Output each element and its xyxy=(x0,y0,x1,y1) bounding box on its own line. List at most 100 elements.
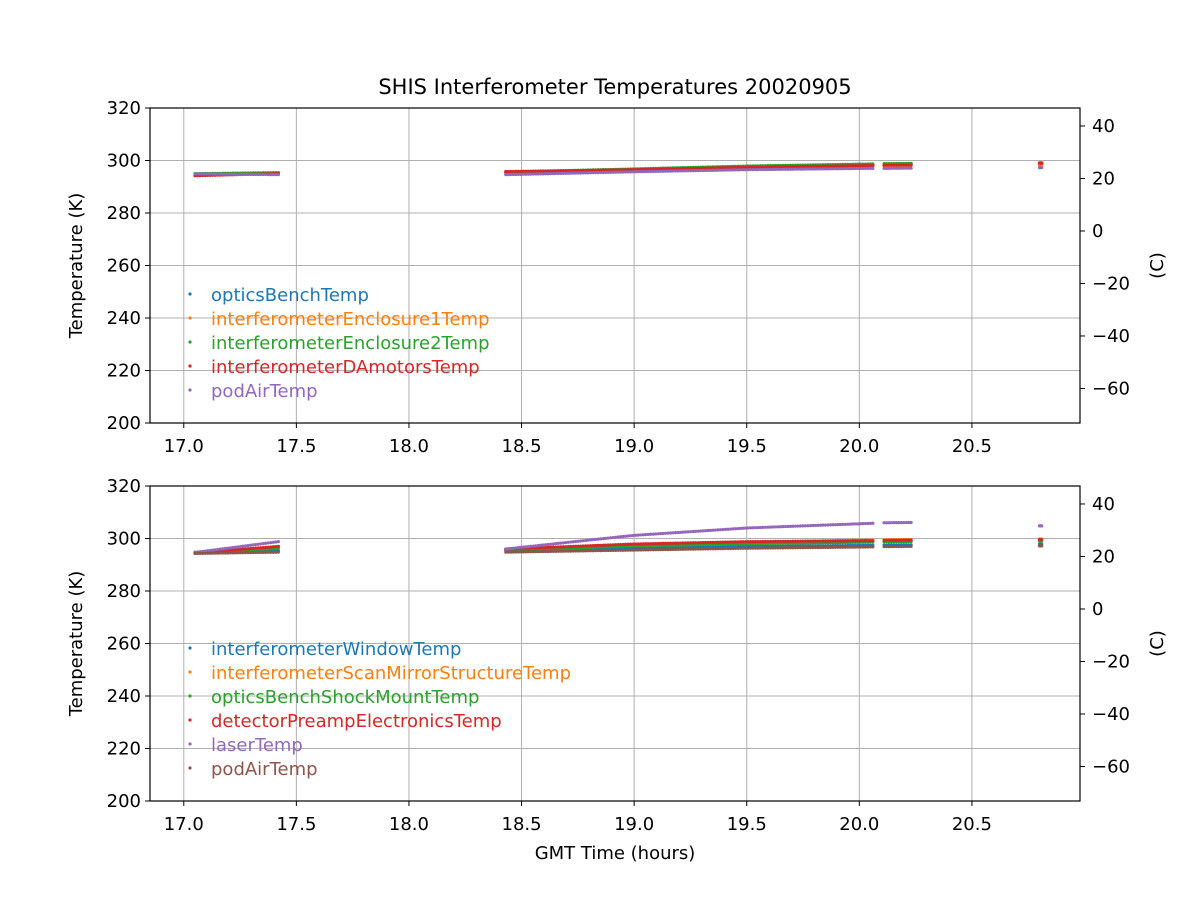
data-point xyxy=(228,546,232,550)
data-point xyxy=(743,526,748,530)
data-point xyxy=(776,539,780,543)
data-point xyxy=(806,539,810,543)
data-point xyxy=(656,169,660,173)
data-point xyxy=(636,533,640,537)
data-point xyxy=(851,166,855,171)
data-point xyxy=(624,548,628,552)
data-point xyxy=(907,163,911,167)
y-right-tick-label: −60 xyxy=(1092,378,1130,399)
data-point xyxy=(731,527,735,531)
data-point xyxy=(579,168,583,173)
data-point xyxy=(871,545,875,549)
data-point xyxy=(556,549,560,553)
data-point xyxy=(636,542,640,546)
data-point xyxy=(887,166,891,170)
data-point xyxy=(544,169,548,173)
data-point xyxy=(836,522,840,527)
data-point xyxy=(721,168,725,172)
data-point xyxy=(711,540,715,544)
data-point xyxy=(683,169,688,173)
data-point xyxy=(544,543,548,547)
data-point xyxy=(666,169,670,173)
data-point xyxy=(826,539,830,543)
data-point xyxy=(243,172,248,176)
data-point xyxy=(761,167,765,172)
data-point xyxy=(693,541,698,545)
data-point xyxy=(894,166,898,170)
data-point xyxy=(659,548,663,552)
data-point xyxy=(773,546,778,550)
data-point xyxy=(606,168,610,172)
data-point xyxy=(846,167,850,171)
data-point xyxy=(711,528,715,532)
legend-marker xyxy=(188,388,192,392)
data-point xyxy=(853,545,857,549)
data-point xyxy=(713,166,718,170)
y-tick-label: 200 xyxy=(107,413,141,434)
data-point xyxy=(768,525,773,529)
data-point xyxy=(511,169,515,174)
data-point xyxy=(614,535,618,539)
data-point xyxy=(539,549,543,554)
data-point xyxy=(609,170,613,174)
data-point xyxy=(246,543,250,548)
data-point xyxy=(579,171,583,175)
data-point xyxy=(649,532,653,536)
data-point xyxy=(636,170,640,174)
data-point xyxy=(776,167,780,171)
data-point xyxy=(909,538,913,542)
top-panel: 17.0 17.5 18.0 18.5 19.0 19.5 20.0 20.520022024… xyxy=(66,98,1168,457)
data-point xyxy=(246,547,250,551)
data-point xyxy=(863,545,867,549)
data-point xyxy=(851,539,855,543)
data-point xyxy=(808,524,813,528)
data-point xyxy=(581,544,585,548)
data-point xyxy=(586,549,590,553)
data-point xyxy=(223,172,227,176)
data-point xyxy=(766,167,770,172)
data-point xyxy=(248,550,253,555)
data-point xyxy=(678,547,683,551)
data-point xyxy=(259,172,263,177)
data-point xyxy=(761,165,765,169)
data-point xyxy=(863,164,867,168)
legend-marker xyxy=(188,364,192,368)
y-tick-label: 320 xyxy=(107,476,141,497)
data-point xyxy=(816,545,820,550)
data-point xyxy=(566,549,570,553)
y-tick-label: 200 xyxy=(107,791,141,812)
data-point xyxy=(753,165,758,169)
data-point xyxy=(746,165,750,169)
data-point xyxy=(529,172,533,176)
data-point xyxy=(1040,544,1044,548)
data-point xyxy=(676,167,680,171)
data-point xyxy=(676,547,680,551)
data-point xyxy=(831,167,835,171)
data-point xyxy=(271,550,275,554)
data-point xyxy=(616,548,620,552)
data-point xyxy=(688,547,693,551)
data-point xyxy=(254,546,258,550)
data-point xyxy=(693,547,698,551)
data-point xyxy=(781,165,785,169)
data-point xyxy=(748,168,753,172)
data-point xyxy=(688,530,693,534)
data-point xyxy=(884,521,889,525)
data-point xyxy=(696,166,700,170)
data-point xyxy=(713,168,718,172)
data-point xyxy=(228,548,232,552)
data-point xyxy=(241,172,245,176)
data-point xyxy=(889,521,894,525)
data-point xyxy=(831,164,835,168)
data-point xyxy=(828,164,832,168)
data-point xyxy=(801,539,805,543)
data-point xyxy=(882,166,886,170)
data-point xyxy=(621,534,625,539)
data-point xyxy=(668,167,673,171)
data-point xyxy=(741,168,745,172)
data-point xyxy=(741,546,745,550)
data-point xyxy=(571,544,575,548)
data-point xyxy=(554,545,558,549)
data-point xyxy=(741,540,745,544)
data-point xyxy=(796,539,800,543)
